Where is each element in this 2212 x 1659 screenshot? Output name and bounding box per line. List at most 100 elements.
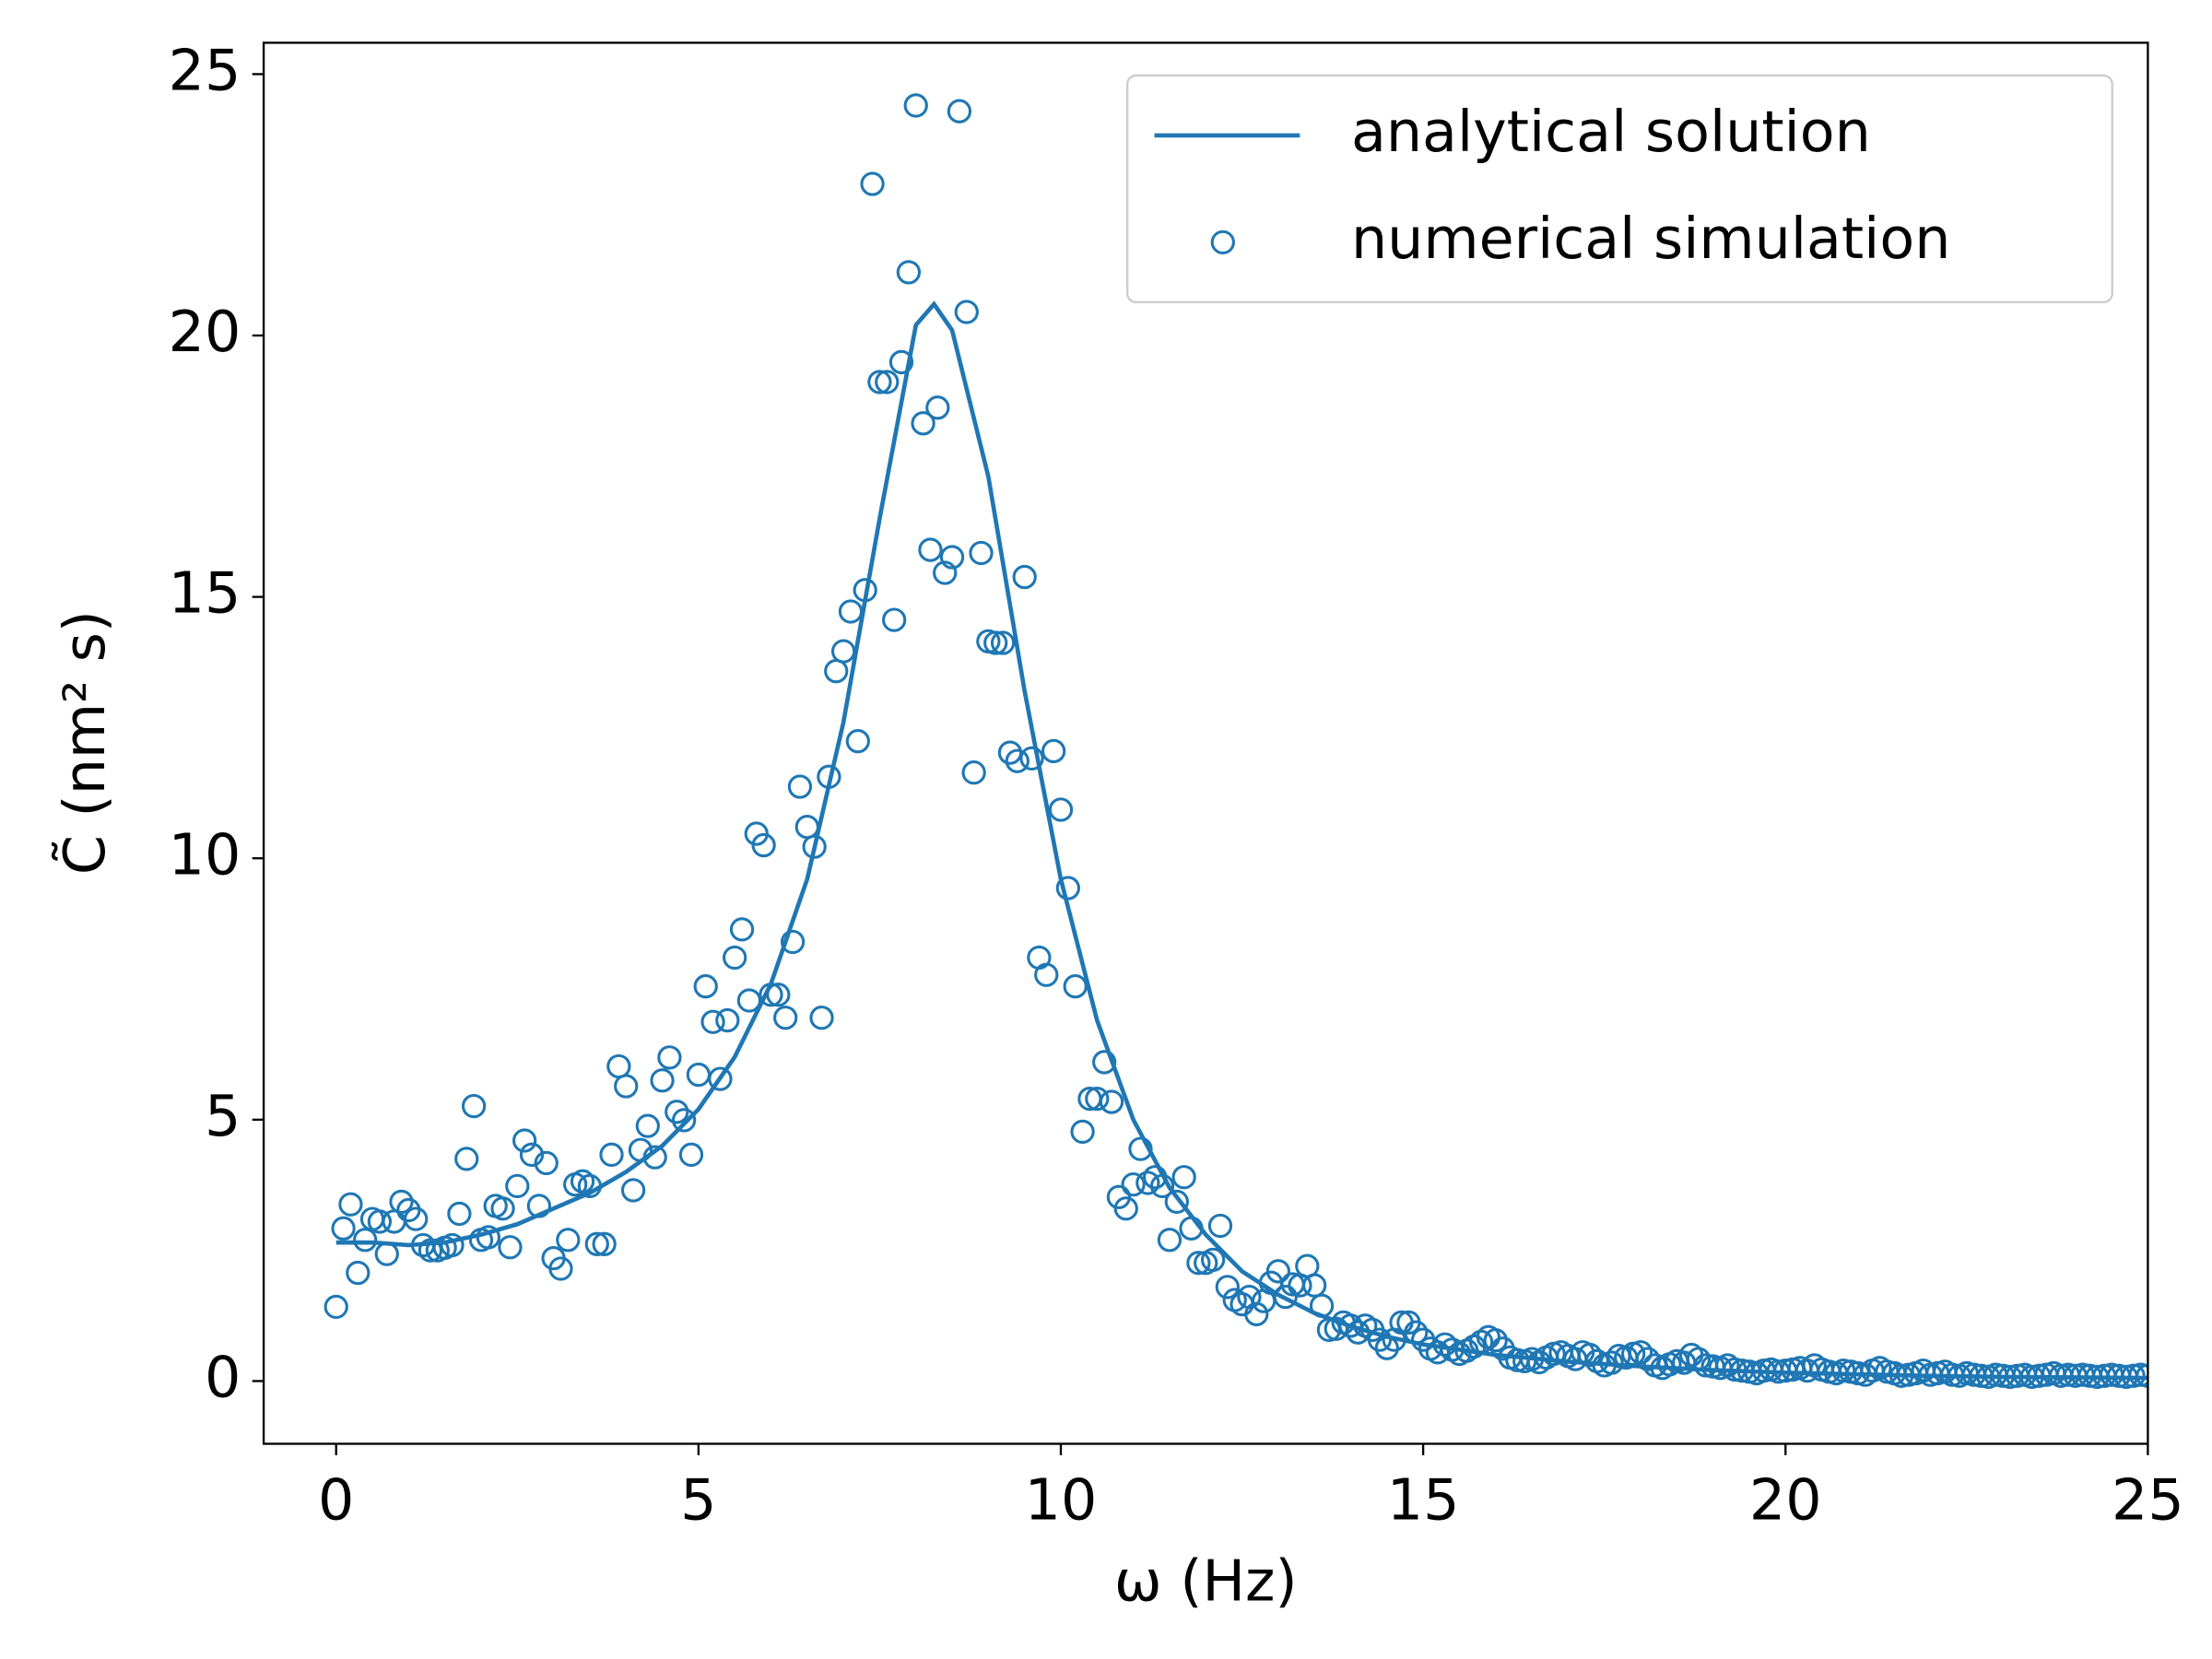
data-point	[903, 93, 928, 118]
data-point	[1628, 1340, 1653, 1365]
legend-marker	[1210, 229, 1235, 255]
data-point	[954, 300, 979, 324]
data-point	[628, 1137, 653, 1162]
x-axis-label: ω (Hz)	[1114, 1548, 1298, 1615]
data-point	[1164, 1189, 1189, 1215]
data-point	[461, 1093, 487, 1119]
data-point	[1171, 1165, 1196, 1190]
x-tick-label: 20	[1749, 1467, 1822, 1534]
data-point	[374, 1241, 399, 1266]
data-point	[1149, 1173, 1175, 1199]
data-point	[2136, 1363, 2148, 1388]
data-point	[665, 1100, 689, 1124]
data-point	[1041, 738, 1066, 764]
data-point	[440, 1232, 465, 1258]
data-point	[338, 1192, 363, 1217]
data-point	[519, 1142, 545, 1167]
data-point	[678, 1142, 704, 1167]
data-point	[642, 1145, 667, 1170]
data-point	[773, 1006, 798, 1030]
data-point	[715, 1007, 740, 1033]
data-point	[896, 260, 922, 285]
data-point	[809, 1006, 834, 1030]
data-point	[620, 1178, 646, 1203]
data-point	[404, 1206, 429, 1231]
y-tick-label: 25	[169, 38, 241, 104]
y-tick-label: 20	[169, 299, 241, 365]
data-point	[526, 1194, 552, 1218]
data-point	[990, 630, 1016, 655]
data-point	[888, 349, 914, 375]
data-point	[599, 1142, 624, 1167]
data-point	[1374, 1335, 1399, 1360]
data-point	[1404, 1320, 1429, 1345]
data-point	[635, 1113, 660, 1138]
data-point	[1070, 1119, 1095, 1145]
data-point	[751, 832, 776, 858]
data-point	[911, 411, 935, 436]
legend-label: analytical solution	[1351, 99, 1871, 165]
data-point	[454, 1147, 479, 1171]
data-point	[736, 988, 762, 1013]
data-point	[925, 395, 950, 420]
data-point	[1179, 1216, 1204, 1241]
data-point	[671, 1108, 697, 1133]
data-point	[802, 834, 827, 859]
data-point	[723, 945, 747, 971]
data-point	[1309, 1293, 1335, 1318]
data-point	[1207, 1213, 1233, 1239]
data-point	[1244, 1301, 1269, 1326]
data-point	[780, 929, 806, 955]
data-point	[1034, 962, 1059, 987]
data-point	[983, 630, 1008, 655]
data-point	[1085, 1086, 1110, 1112]
data-point	[969, 540, 994, 566]
data-point	[476, 1225, 500, 1250]
y-tick-label: 0	[205, 1345, 241, 1411]
data-point	[331, 1216, 356, 1241]
data-point	[534, 1150, 559, 1176]
data-point	[693, 974, 718, 999]
legend-box	[1126, 74, 2113, 303]
data-point	[766, 982, 791, 1007]
data-point	[1686, 1347, 1712, 1371]
data-point	[729, 917, 755, 942]
data-point	[1367, 1327, 1393, 1352]
data-point	[505, 1173, 530, 1199]
data-point	[867, 370, 892, 394]
y-tick-label: 5	[205, 1083, 241, 1149]
data-point	[1055, 876, 1080, 900]
data-point	[1048, 797, 1074, 822]
data-point	[1200, 1247, 1226, 1272]
data-point	[759, 982, 783, 1007]
data-point	[1005, 748, 1030, 773]
data-point	[498, 1235, 523, 1260]
data-point	[657, 1045, 682, 1070]
data-point	[1121, 1172, 1146, 1197]
data-point	[447, 1201, 472, 1227]
x-tick-label: 0	[318, 1467, 354, 1534]
data-point	[389, 1189, 414, 1215]
data-point	[324, 1294, 348, 1320]
data-point	[548, 1256, 573, 1281]
x-tick-label: 5	[680, 1467, 716, 1534]
data-point	[1483, 1328, 1508, 1353]
data-point	[1215, 1275, 1240, 1300]
data-point	[346, 1260, 371, 1286]
data-point	[1099, 1089, 1124, 1114]
data-point	[584, 1231, 609, 1256]
data-point	[845, 729, 870, 754]
data-point	[1599, 1350, 1624, 1375]
data-point	[817, 764, 841, 789]
y-tick-label: 10	[169, 821, 241, 888]
data-point	[853, 578, 877, 603]
data-point	[490, 1196, 515, 1221]
data-point	[1113, 1196, 1138, 1221]
data-point	[1346, 1320, 1371, 1345]
data-point	[418, 1238, 443, 1263]
data-point	[1186, 1251, 1211, 1276]
data-point	[577, 1173, 603, 1199]
data-point	[592, 1231, 617, 1256]
